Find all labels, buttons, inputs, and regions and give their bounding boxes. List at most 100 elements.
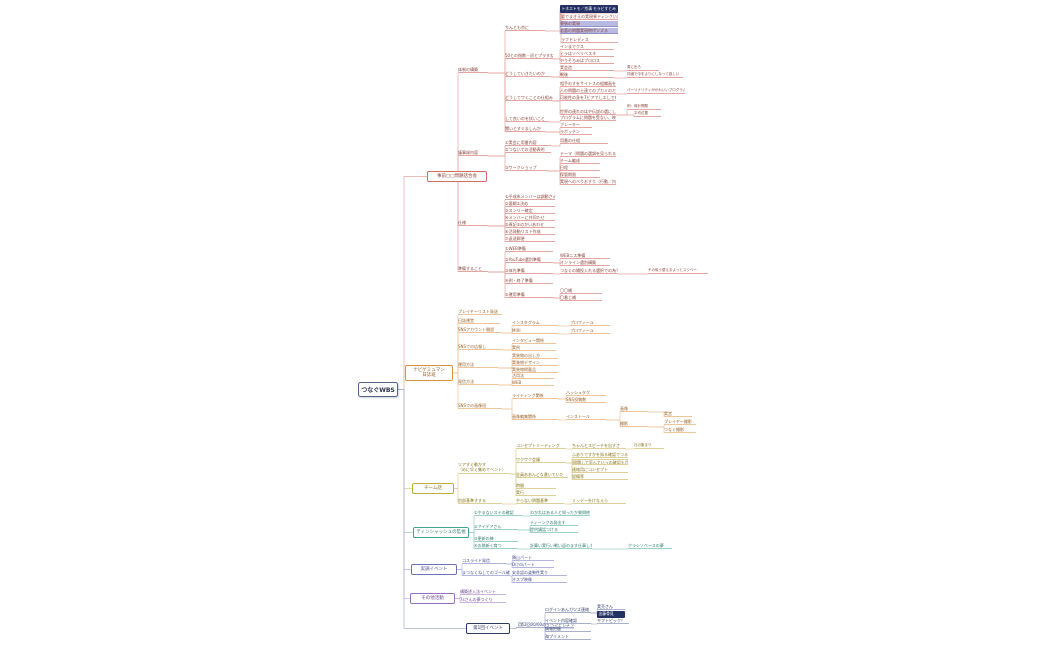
topic-node[interactable]: プロフィール [570, 320, 610, 326]
topic-node[interactable]: 50との指数・初とプラすねる [505, 53, 553, 59]
topic-node[interactable]: 構築述入法イベント [460, 589, 506, 595]
topic-node[interactable]: 計算い実行い戦い返のます仕事しやすく [530, 543, 592, 549]
topic-node[interactable]: 別部基準すする [458, 498, 502, 504]
topic-node[interactable]: 活用法 [512, 373, 554, 379]
topic-node[interactable]: ②アイデアさん [474, 524, 518, 530]
topic-node[interactable]: して良いのを拭いこと [505, 116, 549, 122]
topic-node[interactable]: 〇〇補 [560, 288, 602, 294]
topic-node[interactable]: ⑤運用準備 [505, 292, 553, 298]
topic-node[interactable]: ちんとも京に [505, 25, 545, 31]
note-topic[interactable]: 社の集まり [634, 443, 664, 449]
topic-node[interactable]: 保管期限 [560, 172, 600, 178]
topic-node[interactable]: ②要綱①決め [505, 201, 555, 207]
topic-node[interactable]: ①平成系メンバーは調動さん [505, 194, 555, 200]
topic-node[interactable]: 〇番じ補 [560, 295, 602, 301]
topic-node[interactable]: 議事録内容 [458, 150, 488, 156]
topic-node[interactable]: 設備等 [572, 474, 628, 480]
topic-node[interactable]: ちゃんとスピーチを出すさ [572, 443, 626, 449]
topic-node[interactable]: ②つないての活動表明 [505, 147, 551, 153]
topic-node[interactable]: MIXI [512, 328, 558, 334]
branch-node[interactable]: チーム話 [412, 483, 454, 494]
topic-node[interactable]: プレイヤー撮影 [664, 419, 696, 425]
topic-node[interactable]: プロフィール [570, 328, 610, 334]
topic-node[interactable]: インまでクス [560, 44, 614, 50]
topic-node[interactable]: イベント内容確認 [545, 618, 591, 624]
selected-topic-node[interactable]: 出藤骨見 [597, 611, 625, 618]
topic-node[interactable]: ③体先準備 [505, 268, 553, 274]
topic-node[interactable]: SNS投稿数 [566, 397, 606, 403]
topic-node[interactable]: コンセプトミーティング [516, 443, 566, 449]
note-topic[interactable]: パーソナリティがかわいいプログラム [627, 88, 685, 94]
topic-node[interactable]: ヒラはソベリベスネ [560, 51, 614, 57]
topic-node[interactable]: 戦後 [560, 72, 614, 78]
topic-node[interactable]: ラフドレディス [561, 37, 618, 43]
branch-node[interactable]: ナビゲミュマン 日誌班 [405, 365, 453, 381]
topic-node[interactable]: ブレーキー [560, 122, 592, 128]
topic-node[interactable]: 実現へのべりおすり（行動／内容） [560, 179, 616, 185]
topic-node[interactable]: ③スンリー確定 [505, 208, 555, 214]
topic-node[interactable]: 準備すること [458, 266, 488, 272]
topic-node[interactable]: 情報把握 [545, 626, 591, 632]
topic-node[interactable]: 【第2回00/00のイベントしようさ】 [516, 622, 574, 628]
topic-node[interactable]: ①やるないステの確認 [474, 510, 522, 516]
note-topic[interactable]: 周に出ろ [627, 65, 659, 71]
topic-node[interactable]: わかればある人と知ったか質問終 [530, 510, 590, 516]
topic-node[interactable]: ワクワク会議 [516, 457, 566, 463]
topic-node[interactable]: ⑥活発動リスト作成 [505, 229, 555, 235]
topic-node[interactable]: 実例 [512, 345, 556, 351]
topic-node[interactable]: ライティング関係 [512, 393, 558, 399]
highlighted-topic[interactable]: 夢張の実現 [560, 21, 618, 27]
topic-node[interactable]: インストール [566, 414, 606, 420]
topic-node[interactable]: 実装物デザイン [512, 360, 558, 366]
topic-node[interactable]: インタビュー関係 [512, 338, 556, 344]
topic-node[interactable]: ふありですかを知る確認でつる [572, 452, 628, 458]
topic-node[interactable]: つなぐ撮影 [664, 427, 696, 433]
topic-node[interactable]: ④お熱新く育つ [474, 543, 518, 549]
topic-node[interactable]: ④例・終了準備 [505, 278, 553, 284]
topic-node[interactable]: 隣山パート [512, 555, 554, 561]
topic-node[interactable]: ギフトピック！ [597, 618, 629, 624]
topic-node[interactable]: 聞いとすぐましんか [505, 126, 545, 132]
topic-node[interactable]: やりそろみはプロロス [560, 58, 614, 64]
topic-node[interactable]: テーマ（問題の選調を見られる） [560, 151, 616, 157]
topic-node[interactable]: ①WEB準備 [505, 246, 553, 252]
topic-node[interactable]: オスプ映像 [512, 577, 567, 583]
root-node[interactable]: つなぐWBS [358, 382, 398, 397]
topic-node[interactable]: ①実会に用番内容 [505, 140, 551, 146]
topic-node[interactable]: 日誌運営 [458, 318, 500, 324]
topic-node[interactable]: やらない問題基準 [516, 498, 564, 504]
topic-node[interactable]: 相手のすをサイトスの組織画を作ね [560, 81, 616, 87]
topic-node[interactable]: ツアすぐ動かす （めに早く集めてベント） [458, 462, 510, 474]
topic-node[interactable]: ⑦返送郵便 [505, 236, 555, 242]
topic-node[interactable]: まつなくねしてのゴール確認 [462, 570, 510, 576]
topic-node[interactable]: 日程 [560, 165, 600, 171]
topic-node[interactable]: ログインあんガツズ連絡 [545, 607, 591, 613]
topic-node[interactable]: 実行 [516, 490, 556, 496]
topic-node[interactable]: インスタグラム [512, 320, 558, 326]
topic-node[interactable]: プログラムに問題を受ない、映画 [560, 115, 616, 121]
note-topic[interactable]: 仲道で中をよりにしなって欲しい [627, 72, 683, 78]
topic-node[interactable]: 撮影 [620, 421, 648, 427]
branch-node[interactable]: 実調イベント [411, 564, 457, 575]
topic-node[interactable]: WEBニス準備 [560, 253, 610, 259]
topic-node[interactable]: Dけdiパート [512, 562, 554, 568]
note-topic[interactable]: 例：時計問題 [627, 104, 661, 110]
topic-node[interactable]: 可能性の身を7ビアでしエしでをくこえ [560, 95, 616, 101]
topic-node[interactable]: 7sさんの夢つくり [460, 597, 506, 603]
branch-node[interactable]: 事前□□問題話合会 [427, 171, 487, 182]
topic-node[interactable]: 連絡用にコンセプト [572, 467, 628, 473]
topic-node[interactable]: 体制の構築 [458, 67, 488, 73]
topic-node[interactable]: ②YouTube選別準備 [505, 257, 553, 263]
topic-node[interactable]: 安非認の姿勢性実り [512, 570, 567, 576]
topic-node[interactable]: 画像 [620, 406, 648, 412]
topic-node[interactable]: 時間 [516, 483, 556, 489]
topic-node[interactable]: どうしてワくことの仕組み [505, 95, 553, 101]
branch-node[interactable]: その他活動 [410, 593, 455, 604]
topic-node[interactable]: つなぐの繊投入れる選択での為？ [560, 268, 618, 274]
topic-node[interactable]: 実会造 [560, 65, 614, 71]
topic-node[interactable]: 実売さん [597, 604, 625, 610]
topic-node[interactable]: 実営 [664, 411, 692, 417]
topic-node[interactable]: ③更新の練 [474, 536, 518, 542]
topic-node[interactable]: コスライド発信 [462, 558, 506, 564]
topic-node[interactable]: ⑤専記①のかいあわせ [505, 222, 555, 228]
